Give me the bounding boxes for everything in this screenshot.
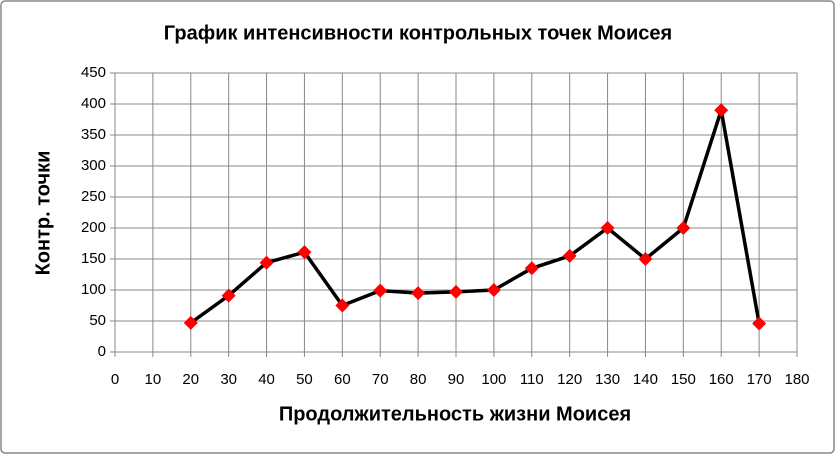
x-axis-label: Продолжительность жизни Моисея (279, 403, 631, 425)
data-point (221, 288, 236, 303)
data-point (714, 103, 729, 118)
x-tick-label: 180 (784, 371, 809, 388)
x-tick-label: 140 (633, 371, 658, 388)
data-point (449, 284, 463, 299)
y-tick-label: 450 (81, 64, 106, 81)
x-tick-label: 110 (520, 371, 544, 388)
plot (183, 103, 767, 331)
data-point (183, 315, 198, 330)
y-axis-label: Контр. точки (32, 151, 54, 276)
data-point (373, 283, 388, 298)
y-tick-label: 100 (81, 281, 106, 298)
data-point (638, 252, 653, 266)
x-tick-label: 20 (182, 371, 199, 388)
y-tick-label: 200 (81, 219, 106, 236)
data-point (411, 286, 426, 301)
plot-frame (114, 72, 798, 353)
x-tick-label: 10 (145, 371, 162, 388)
data-point (259, 255, 274, 270)
chart-title: График интенсивности контрольных точек М… (164, 22, 672, 44)
x-tick-label: 120 (557, 371, 582, 388)
x-tick-label: 100 (481, 371, 506, 388)
x-tick-label: 160 (709, 371, 734, 388)
y-tick-label: 50 (89, 312, 106, 329)
data-point (486, 283, 501, 297)
data-point (335, 298, 350, 313)
x-tick-label: 30 (220, 371, 237, 388)
x-tick-label: 80 (410, 371, 427, 388)
x-tick-label: 70 (372, 371, 389, 388)
y-tick-label: 150 (81, 250, 106, 267)
data-point (562, 248, 577, 263)
x-tick-label: 90 (448, 371, 465, 388)
x-tick-label: 170 (747, 371, 772, 388)
data-point (297, 245, 312, 260)
x-tick-label: 0 (111, 371, 119, 388)
y-tick-label: 400 (81, 95, 106, 112)
series-line (189, 108, 761, 325)
y-tick-label: 0 (98, 343, 106, 360)
data-point (600, 221, 615, 235)
y-tick-label: 350 (81, 126, 106, 143)
x-tick-label: 150 (671, 371, 696, 388)
grid: 0 50 100 150 200 250 300 350 400 450 0 10 20 30 40 50 60… (81, 64, 810, 388)
x-tick-label: 40 (258, 371, 275, 388)
data-point (676, 221, 691, 235)
y-tick-label: 250 (81, 188, 106, 205)
x-tick-label: 130 (595, 371, 620, 388)
data-point (524, 261, 539, 276)
y-tick-label: 300 (81, 157, 106, 174)
x-tick-label: 60 (334, 371, 351, 388)
x-tick-label: 50 (296, 371, 313, 388)
data-point (752, 316, 767, 331)
